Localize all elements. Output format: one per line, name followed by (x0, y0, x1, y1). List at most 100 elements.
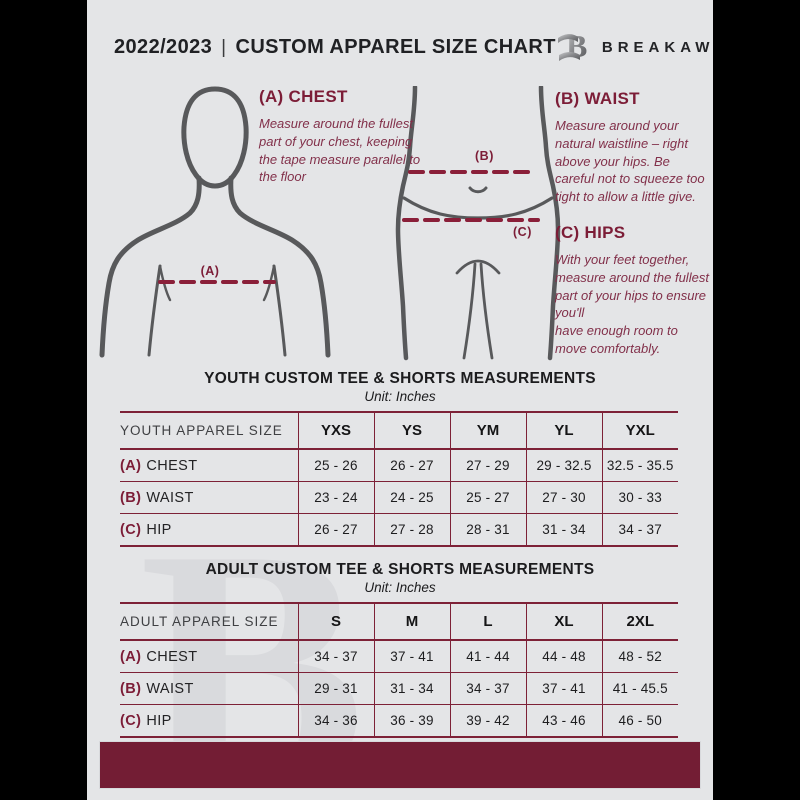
size-value: 43 - 46 (525, 704, 602, 737)
size-header: S (297, 603, 374, 640)
size-value: 36 - 39 (373, 704, 450, 737)
size-header: YXS (297, 412, 374, 449)
chart-title: CUSTOM APPAREL SIZE CHART (235, 36, 556, 58)
size-value: 34 - 37 (601, 513, 678, 546)
adult-table-title: ADULT CUSTOM TEE & SHORTS MEASUREMENTS (205, 561, 595, 578)
row-measure-name: HIP (146, 712, 172, 729)
svg-text:B: B (566, 28, 587, 64)
size-value: 34 - 36 (297, 704, 374, 737)
table-header-row: YOUTH APPAREL SIZE YXS YS YM YL YXL (120, 412, 678, 449)
chest-marker-label: (A) (200, 264, 220, 278)
row-prefix: (A) (120, 648, 142, 665)
size-header: M (373, 603, 450, 640)
size-value: 26 - 27 (373, 449, 450, 482)
size-header: YM (449, 412, 526, 449)
size-header: YL (525, 412, 602, 449)
size-value: 34 - 37 (297, 640, 374, 673)
youth-size-table: YOUTH APPAREL SIZE YXS YS YM YL YXL (A) C… (120, 411, 678, 547)
youth-size-column-header: YOUTH APPAREL SIZE (120, 423, 283, 438)
hips-marker-label: (C) (513, 225, 532, 239)
row-measure-name: WAIST (146, 489, 194, 506)
adult-size-table: ADULT APPAREL SIZE S M L XL 2XL (A) CHEST… (120, 602, 678, 738)
size-header: YXL (601, 412, 678, 449)
size-value: 30 - 33 (601, 481, 678, 514)
brand-block: B BREAKAWAY (556, 25, 713, 70)
row-prefix: (C) (120, 521, 142, 538)
title-divider: | (221, 37, 227, 58)
size-value: 39 - 42 (449, 704, 526, 737)
table-row: (B) WAIST 23 - 24 24 - 25 25 - 27 27 - 30… (120, 481, 678, 514)
table-row: (A) CHEST 34 - 37 37 - 41 41 - 44 44 - 48… (120, 640, 678, 673)
size-value: 48 - 52 (601, 640, 678, 673)
size-value: 29 - 31 (297, 672, 374, 705)
row-prefix: (B) (120, 489, 142, 506)
row-measure-name: HIP (146, 521, 172, 538)
measurement-diagram-section: (A) (B) (C) (A) CHEST Measure around the… (87, 86, 713, 362)
size-value: 27 - 29 (449, 449, 526, 482)
size-value: 32.5 - 35.5 (601, 449, 678, 482)
size-value: 28 - 31 (449, 513, 526, 546)
row-measure-name: WAIST (146, 680, 194, 697)
size-value: 27 - 28 (373, 513, 450, 546)
row-label: (B) WAIST (120, 673, 298, 705)
size-value: 27 - 30 (525, 481, 602, 514)
size-header: L (449, 603, 526, 640)
row-measure-name: CHEST (146, 648, 198, 665)
size-value: 31 - 34 (525, 513, 602, 546)
table-row: (C) HIP 34 - 36 36 - 39 39 - 42 43 - 46 4… (120, 704, 678, 738)
size-header: XL (525, 603, 602, 640)
youth-table-title: YOUTH CUSTOM TEE & SHORTS MEASUREMENTS (204, 370, 596, 387)
adult-table-unit: Unit: Inches (364, 580, 436, 595)
footer-accent-bar (99, 741, 701, 789)
row-prefix: (B) (120, 680, 142, 697)
row-measure-name: CHEST (146, 457, 198, 474)
size-value: 26 - 27 (297, 513, 374, 546)
size-value: 41 - 44 (449, 640, 526, 673)
size-value: 25 - 27 (449, 481, 526, 514)
table-row: (B) WAIST 29 - 31 31 - 34 34 - 37 37 - 41… (120, 672, 678, 705)
season-label: 2022/2023 (114, 36, 213, 58)
youth-section: YOUTH CUSTOM TEE & SHORTS MEASUREMENTS U… (87, 370, 713, 547)
waist-marker-label: (B) (475, 149, 494, 163)
size-header: 2XL (601, 603, 678, 640)
size-value: 46 - 50 (601, 704, 678, 737)
table-row: (C) HIP 26 - 27 27 - 28 28 - 31 31 - 34 3… (120, 513, 678, 547)
youth-table-unit: Unit: Inches (364, 389, 436, 404)
size-value: 41 - 45.5 (601, 672, 678, 705)
size-value: 44 - 48 (525, 640, 602, 673)
row-label: (C) HIP (120, 705, 298, 738)
size-value: 37 - 41 (373, 640, 450, 673)
size-value: 31 - 34 (373, 672, 450, 705)
size-value: 29 - 32.5 (525, 449, 602, 482)
page-content: 2022/2023 | CUSTOM APPAREL SIZE CHART B (87, 0, 713, 800)
hips-description: With your feet together, measure around … (555, 252, 709, 356)
chest-instructions: (A) CHEST Measure around the fullest par… (259, 87, 421, 186)
hips-instructions: (C) HIPS With your feet together, measur… (555, 223, 713, 358)
row-label: (A) CHEST (120, 449, 298, 482)
waist-description: Measure around your natural waistline – … (555, 118, 705, 205)
waist-heading: (B) WAIST (555, 89, 640, 108)
page-title: 2022/2023 | CUSTOM APPAREL SIZE CHART (114, 36, 556, 59)
size-value: 34 - 37 (449, 672, 526, 705)
row-label: (B) WAIST (120, 482, 298, 514)
row-prefix: (C) (120, 712, 142, 729)
size-value: 23 - 24 (297, 481, 374, 514)
adult-section: ADULT CUSTOM TEE & SHORTS MEASUREMENTS U… (87, 561, 713, 738)
waist-instructions: (B) WAIST Measure around your natural wa… (555, 89, 707, 206)
upper-body-silhouette (99, 86, 331, 358)
lower-body-silhouette (395, 86, 561, 361)
chest-heading: (A) CHEST (259, 87, 348, 106)
size-header: YS (373, 412, 450, 449)
size-chart-page: B 2022/2023 | CUSTOM APPAREL SIZE CHART (87, 0, 713, 800)
table-header-row: ADULT APPAREL SIZE S M L XL 2XL (120, 603, 678, 640)
row-label: (C) HIP (120, 514, 298, 547)
size-value: 25 - 26 (297, 449, 374, 482)
adult-size-column-header: ADULT APPAREL SIZE (120, 614, 279, 629)
header: 2022/2023 | CUSTOM APPAREL SIZE CHART B (87, 0, 713, 70)
size-value: 24 - 25 (373, 481, 450, 514)
row-label: (A) CHEST (120, 640, 298, 673)
hips-heading: (C) HIPS (555, 223, 626, 242)
table-row: (A) CHEST 25 - 26 26 - 27 27 - 29 29 - 32… (120, 449, 678, 482)
size-value: 37 - 41 (525, 672, 602, 705)
chest-description: Measure around the fullest part of your … (259, 116, 421, 185)
